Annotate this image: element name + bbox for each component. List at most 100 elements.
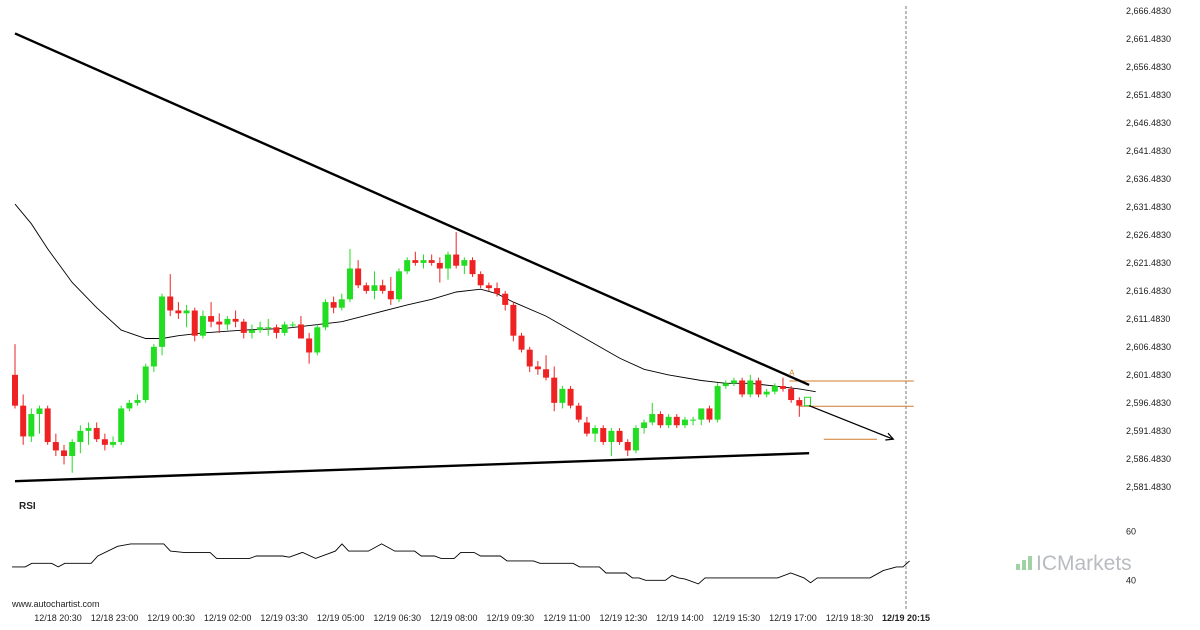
candle-body (534, 366, 541, 370)
candle-body (706, 408, 713, 420)
time-tick-label: 12/19 12:30 (600, 613, 648, 623)
brand-name: ICMarkets (1036, 552, 1132, 575)
candle-body (755, 380, 762, 395)
candle-body (494, 288, 501, 294)
price-tick-label: 2,646.4830 (1126, 118, 1171, 128)
candle-body (583, 422, 590, 434)
candle-body (477, 274, 484, 286)
candle-body (346, 268, 353, 300)
candle-body (248, 330, 255, 333)
price-tick-label: 2,636.4830 (1126, 174, 1171, 184)
candle-body (608, 430, 615, 443)
price-tick-label: 2,611.4830 (1126, 314, 1170, 324)
price-tick-label: 2,621.4830 (1126, 258, 1171, 268)
candle-body (624, 442, 631, 451)
candle-body (281, 324, 288, 333)
price-tick-label: 2,601.4830 (1126, 370, 1171, 380)
candle-body (461, 260, 468, 266)
candle-body (61, 450, 68, 457)
price-tick-label: 2,586.4830 (1126, 454, 1171, 464)
candle-body (208, 316, 215, 322)
price-tick-label: 2,616.4830 (1126, 286, 1171, 296)
candle-body (20, 405, 27, 437)
time-tick-label: 12/19 17:00 (769, 613, 817, 623)
time-tick-label: 12/19 06:30 (373, 613, 421, 623)
credit-text: www.autochartist.com (11, 599, 100, 609)
candle-body (567, 388, 574, 406)
forecast-line (808, 405, 894, 440)
candle-body (698, 408, 705, 420)
candle-body (232, 318, 239, 322)
candle-body (714, 386, 721, 420)
rsi-title: RSI (19, 501, 36, 512)
price-tick-label: 2,661.4830 (1126, 34, 1171, 44)
candle-body (199, 316, 206, 336)
pattern-point-label: A (789, 369, 795, 378)
candle-body (257, 327, 264, 331)
trendlines (14, 32, 895, 483)
candle-body (469, 260, 476, 275)
candle-body (575, 405, 582, 420)
candle-body (412, 260, 419, 263)
time-axis: 12/18 20:30 12/18 23:00 12/19 00:30 12/19 0… (34, 613, 930, 623)
candle-body (134, 400, 141, 403)
candle-body (289, 324, 296, 326)
time-tick-label: 12/19 05:00 (317, 613, 365, 623)
candle-body (722, 383, 729, 387)
candle-body (191, 310, 198, 336)
chart-frame (905, 6, 907, 610)
candle-body (502, 293, 509, 305)
candle-body (183, 310, 190, 314)
rsi-panel: RSI 60 40 (12, 501, 1136, 585)
candle-body (665, 416, 672, 426)
candle-body (485, 285, 492, 289)
candle-body (167, 296, 174, 311)
candle-body (771, 386, 778, 392)
candle-body (657, 414, 664, 426)
candle-body (118, 408, 125, 443)
candle-body (649, 414, 656, 423)
candle-body (101, 439, 108, 445)
time-tick-label: 12/19 14:00 (656, 613, 704, 623)
candle-body (52, 442, 59, 451)
price-tick-label: 2,666.4830 (1126, 6, 1171, 16)
time-tick-label: 12/19 11:00 (543, 613, 590, 623)
candle-body (747, 380, 754, 395)
price-tick-label: 2,626.4830 (1126, 230, 1171, 240)
candle-body (355, 268, 362, 286)
candle-body (379, 285, 386, 291)
candle-body (592, 428, 599, 434)
price-tick-label: 2,651.4830 (1126, 90, 1171, 100)
resistance-trendline (14, 32, 810, 387)
time-tick-label: 12/18 20:30 (34, 613, 82, 623)
candle-body (224, 318, 231, 325)
candle-body (673, 416, 680, 426)
candle-body (110, 442, 117, 445)
time-tick-label: 12/19 09:30 (486, 613, 534, 623)
candle-body (739, 380, 746, 395)
candle-body (681, 419, 688, 426)
candle-body (543, 369, 550, 378)
price-tick-label: 2,596.4830 (1126, 398, 1171, 408)
moving-average (14, 203, 816, 393)
candle-body (36, 408, 43, 415)
candle-body (77, 430, 84, 443)
candle-body (788, 388, 795, 401)
time-tick-label: 12/19 03:30 (260, 613, 308, 623)
price-levels (789, 380, 914, 440)
candle-body (763, 391, 770, 395)
rsi-tick-label: 60 (1126, 527, 1136, 537)
candle-body (363, 285, 370, 291)
candle-body (273, 327, 280, 333)
candle-body (600, 428, 607, 443)
candle-body (159, 296, 166, 347)
moving-average-line (14, 203, 816, 393)
time-tick-label: 12/19 02:00 (204, 613, 252, 623)
candle-body (559, 388, 566, 403)
candle-body (306, 338, 313, 353)
price-tick-label: 2,656.4830 (1126, 62, 1171, 72)
candle-body (436, 262, 443, 269)
candle-body (12, 374, 18, 406)
candle-body (526, 349, 533, 367)
